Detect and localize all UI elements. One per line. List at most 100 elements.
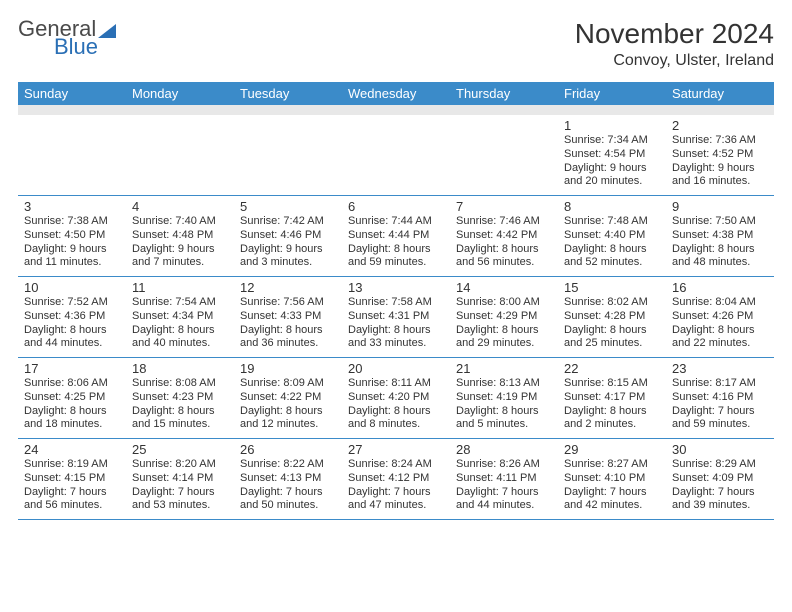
calendar-week: 24Sunrise: 8:19 AMSunset: 4:15 PMDayligh…	[18, 439, 774, 520]
dayname-tuesday: Tuesday	[234, 82, 342, 105]
day-info: Sunrise: 8:27 AMSunset: 4:10 PMDaylight:…	[564, 458, 660, 513]
day-number: 17	[24, 361, 120, 376]
calendar-week: 10Sunrise: 7:52 AMSunset: 4:36 PMDayligh…	[18, 277, 774, 358]
day-number: 11	[132, 280, 228, 295]
day-info: Sunrise: 8:26 AMSunset: 4:11 PMDaylight:…	[456, 458, 552, 513]
day-info: Sunrise: 7:40 AMSunset: 4:48 PMDaylight:…	[132, 215, 228, 270]
calendar-week: 1Sunrise: 7:34 AMSunset: 4:54 PMDaylight…	[18, 115, 774, 196]
calendar-day: 25Sunrise: 8:20 AMSunset: 4:14 PMDayligh…	[126, 439, 234, 519]
day-number: 30	[672, 442, 768, 457]
day-info: Sunrise: 7:52 AMSunset: 4:36 PMDaylight:…	[24, 296, 120, 351]
day-number: 9	[672, 199, 768, 214]
day-number: 5	[240, 199, 336, 214]
calendar-day: 7Sunrise: 7:46 AMSunset: 4:42 PMDaylight…	[450, 196, 558, 276]
calendar-day: 4Sunrise: 7:40 AMSunset: 4:48 PMDaylight…	[126, 196, 234, 276]
day-info: Sunrise: 8:17 AMSunset: 4:16 PMDaylight:…	[672, 377, 768, 432]
calendar-day: 28Sunrise: 8:26 AMSunset: 4:11 PMDayligh…	[450, 439, 558, 519]
calendar-day: 18Sunrise: 8:08 AMSunset: 4:23 PMDayligh…	[126, 358, 234, 438]
calendar-separator	[18, 105, 774, 115]
calendar-day: 12Sunrise: 7:56 AMSunset: 4:33 PMDayligh…	[234, 277, 342, 357]
dayname-friday: Friday	[558, 82, 666, 105]
day-number: 14	[456, 280, 552, 295]
day-number: 10	[24, 280, 120, 295]
calendar-day: 3Sunrise: 7:38 AMSunset: 4:50 PMDaylight…	[18, 196, 126, 276]
calendar-week: 17Sunrise: 8:06 AMSunset: 4:25 PMDayligh…	[18, 358, 774, 439]
day-info: Sunrise: 7:56 AMSunset: 4:33 PMDaylight:…	[240, 296, 336, 351]
dayname-wednesday: Wednesday	[342, 82, 450, 105]
calendar-day: 11Sunrise: 7:54 AMSunset: 4:34 PMDayligh…	[126, 277, 234, 357]
calendar-body: 1Sunrise: 7:34 AMSunset: 4:54 PMDaylight…	[18, 115, 774, 520]
dayname-monday: Monday	[126, 82, 234, 105]
day-number: 1	[564, 118, 660, 133]
calendar-day-empty	[234, 115, 342, 195]
day-number: 7	[456, 199, 552, 214]
day-info: Sunrise: 7:44 AMSunset: 4:44 PMDaylight:…	[348, 215, 444, 270]
day-number: 21	[456, 361, 552, 376]
calendar-day: 17Sunrise: 8:06 AMSunset: 4:25 PMDayligh…	[18, 358, 126, 438]
day-number: 20	[348, 361, 444, 376]
day-info: Sunrise: 8:22 AMSunset: 4:13 PMDaylight:…	[240, 458, 336, 513]
day-info: Sunrise: 7:34 AMSunset: 4:54 PMDaylight:…	[564, 134, 660, 189]
day-info: Sunrise: 7:58 AMSunset: 4:31 PMDaylight:…	[348, 296, 444, 351]
day-number: 25	[132, 442, 228, 457]
day-number: 16	[672, 280, 768, 295]
header: General Blue November 2024 Convoy, Ulste…	[18, 18, 774, 70]
calendar-page: General Blue November 2024 Convoy, Ulste…	[0, 0, 792, 520]
day-number: 23	[672, 361, 768, 376]
day-info: Sunrise: 8:09 AMSunset: 4:22 PMDaylight:…	[240, 377, 336, 432]
day-number: 29	[564, 442, 660, 457]
calendar-day: 26Sunrise: 8:22 AMSunset: 4:13 PMDayligh…	[234, 439, 342, 519]
day-info: Sunrise: 7:48 AMSunset: 4:40 PMDaylight:…	[564, 215, 660, 270]
calendar-week: 3Sunrise: 7:38 AMSunset: 4:50 PMDaylight…	[18, 196, 774, 277]
calendar-day: 9Sunrise: 7:50 AMSunset: 4:38 PMDaylight…	[666, 196, 774, 276]
calendar-day: 16Sunrise: 8:04 AMSunset: 4:26 PMDayligh…	[666, 277, 774, 357]
day-info: Sunrise: 7:54 AMSunset: 4:34 PMDaylight:…	[132, 296, 228, 351]
calendar-day: 21Sunrise: 8:13 AMSunset: 4:19 PMDayligh…	[450, 358, 558, 438]
calendar-day: 14Sunrise: 8:00 AMSunset: 4:29 PMDayligh…	[450, 277, 558, 357]
day-info: Sunrise: 8:11 AMSunset: 4:20 PMDaylight:…	[348, 377, 444, 432]
day-number: 28	[456, 442, 552, 457]
day-number: 15	[564, 280, 660, 295]
day-number: 12	[240, 280, 336, 295]
day-number: 4	[132, 199, 228, 214]
calendar-day: 5Sunrise: 7:42 AMSunset: 4:46 PMDaylight…	[234, 196, 342, 276]
calendar-day: 15Sunrise: 8:02 AMSunset: 4:28 PMDayligh…	[558, 277, 666, 357]
calendar-day: 24Sunrise: 8:19 AMSunset: 4:15 PMDayligh…	[18, 439, 126, 519]
calendar-day: 10Sunrise: 7:52 AMSunset: 4:36 PMDayligh…	[18, 277, 126, 357]
day-info: Sunrise: 8:19 AMSunset: 4:15 PMDaylight:…	[24, 458, 120, 513]
day-number: 3	[24, 199, 120, 214]
calendar-day: 30Sunrise: 8:29 AMSunset: 4:09 PMDayligh…	[666, 439, 774, 519]
dayname-sunday: Sunday	[18, 82, 126, 105]
calendar-day: 20Sunrise: 8:11 AMSunset: 4:20 PMDayligh…	[342, 358, 450, 438]
day-info: Sunrise: 8:29 AMSunset: 4:09 PMDaylight:…	[672, 458, 768, 513]
day-info: Sunrise: 8:13 AMSunset: 4:19 PMDaylight:…	[456, 377, 552, 432]
logo-text-2: Blue	[54, 36, 116, 58]
day-number: 2	[672, 118, 768, 133]
day-number: 26	[240, 442, 336, 457]
calendar-day-empty	[126, 115, 234, 195]
title-block: November 2024 Convoy, Ulster, Ireland	[575, 18, 774, 70]
calendar-day: 19Sunrise: 8:09 AMSunset: 4:22 PMDayligh…	[234, 358, 342, 438]
day-number: 8	[564, 199, 660, 214]
dayname-thursday: Thursday	[450, 82, 558, 105]
day-number: 6	[348, 199, 444, 214]
day-info: Sunrise: 8:15 AMSunset: 4:17 PMDaylight:…	[564, 377, 660, 432]
day-info: Sunrise: 8:06 AMSunset: 4:25 PMDaylight:…	[24, 377, 120, 432]
day-number: 18	[132, 361, 228, 376]
day-number: 19	[240, 361, 336, 376]
day-info: Sunrise: 7:50 AMSunset: 4:38 PMDaylight:…	[672, 215, 768, 270]
day-number: 24	[24, 442, 120, 457]
day-info: Sunrise: 8:08 AMSunset: 4:23 PMDaylight:…	[132, 377, 228, 432]
calendar-day-empty	[18, 115, 126, 195]
calendar-day: 1Sunrise: 7:34 AMSunset: 4:54 PMDaylight…	[558, 115, 666, 195]
calendar-day: 22Sunrise: 8:15 AMSunset: 4:17 PMDayligh…	[558, 358, 666, 438]
calendar-day: 23Sunrise: 8:17 AMSunset: 4:16 PMDayligh…	[666, 358, 774, 438]
calendar-day-empty	[342, 115, 450, 195]
location: Convoy, Ulster, Ireland	[575, 52, 774, 70]
month-title: November 2024	[575, 18, 774, 50]
calendar-day: 27Sunrise: 8:24 AMSunset: 4:12 PMDayligh…	[342, 439, 450, 519]
logo: General Blue	[18, 18, 116, 58]
day-info: Sunrise: 8:20 AMSunset: 4:14 PMDaylight:…	[132, 458, 228, 513]
day-number: 13	[348, 280, 444, 295]
calendar-day: 29Sunrise: 8:27 AMSunset: 4:10 PMDayligh…	[558, 439, 666, 519]
